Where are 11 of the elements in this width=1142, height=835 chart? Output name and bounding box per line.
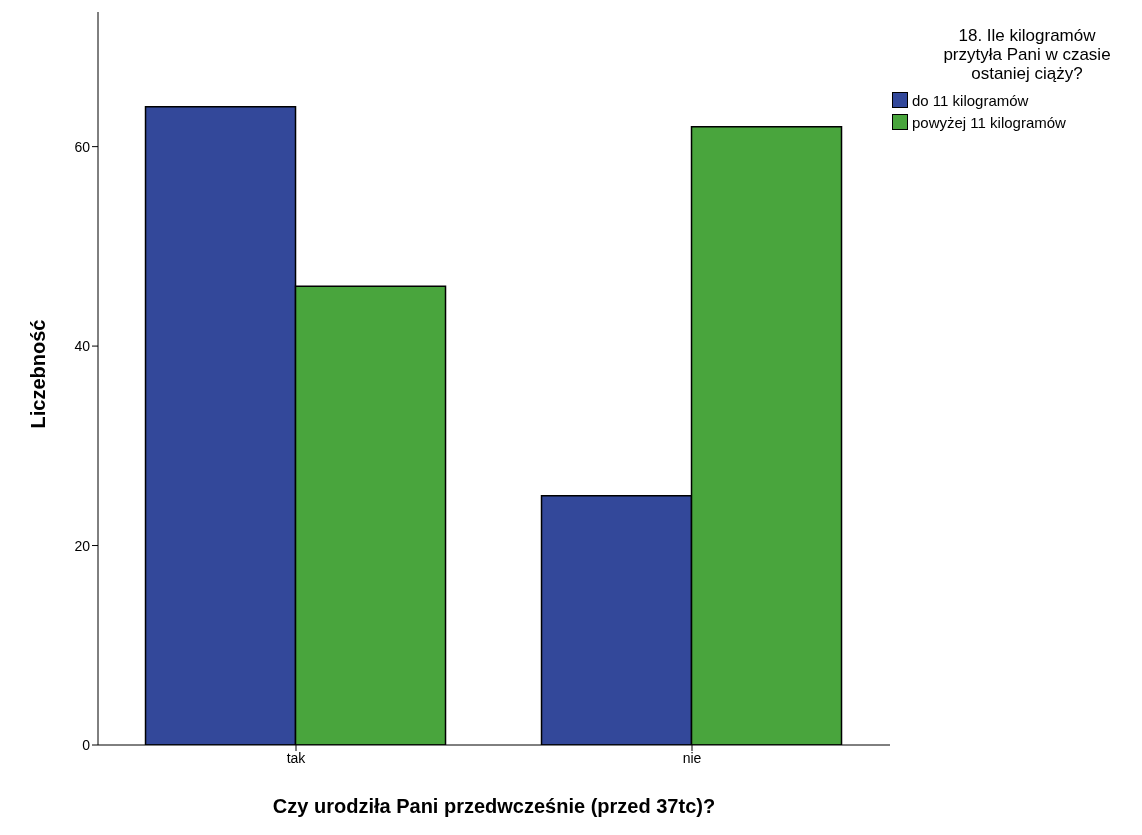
legend-label: do 11 kilogramów [912, 91, 1029, 109]
y-tick-label: 0 [82, 736, 91, 753]
legend-label: powyżej 11 kilogramów [912, 113, 1066, 131]
y-tick-label: 20 [74, 537, 91, 554]
y-axis-title: Liczebność [27, 319, 50, 429]
y-tick-label: 60 [74, 138, 91, 155]
x-axis-title: Czy urodziła Pani przedwcześnie (przed 37tc)? [272, 795, 716, 817]
y-tick-label: 40 [74, 338, 91, 355]
x-tick-label: nie [682, 749, 702, 766]
legend-title: 18. Ile kilogramów przytyła Pani w czasie ostaniej ciąży? [942, 26, 1112, 83]
x-tick-label: tak [286, 749, 307, 766]
